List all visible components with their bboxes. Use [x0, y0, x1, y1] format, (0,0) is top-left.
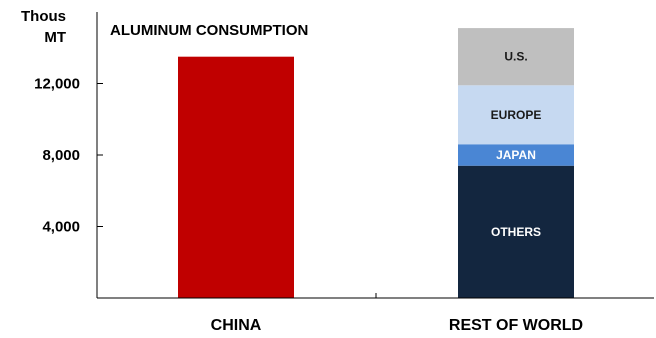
- bar-segment-japan: [458, 144, 574, 166]
- bar-segment-china: [178, 56, 294, 298]
- segment-label-japan: JAPAN: [496, 148, 536, 162]
- bar-segment-europe: [458, 85, 574, 145]
- y-tick-label: 8,000: [42, 147, 80, 164]
- x-labels-group: CHINA REST OF WORLD: [211, 317, 583, 334]
- y-ticks-group: 4,000 8,000 12,000: [34, 76, 103, 236]
- y-axis-label-line2: MT: [44, 29, 66, 46]
- segment-label-u-s-: U.S.: [504, 50, 527, 64]
- y-tick-label: 4,000: [42, 219, 80, 236]
- segment-label-europe: EUROPE: [491, 108, 542, 122]
- x-category-label: CHINA: [211, 317, 262, 334]
- segment-label-others: OTHERS: [491, 225, 541, 239]
- x-category-label: REST OF WORLD: [449, 317, 583, 334]
- bar-segment-others: [458, 165, 574, 298]
- chart-title: ALUMINUM CONSUMPTION: [110, 22, 308, 39]
- bars-group: OTHERS JAPAN EUROPE U.S.: [178, 28, 574, 298]
- bar-segment-u-s-: [458, 28, 574, 86]
- y-tick-label: 12,000: [34, 76, 80, 93]
- y-axis-label-line1: Thous: [21, 8, 66, 25]
